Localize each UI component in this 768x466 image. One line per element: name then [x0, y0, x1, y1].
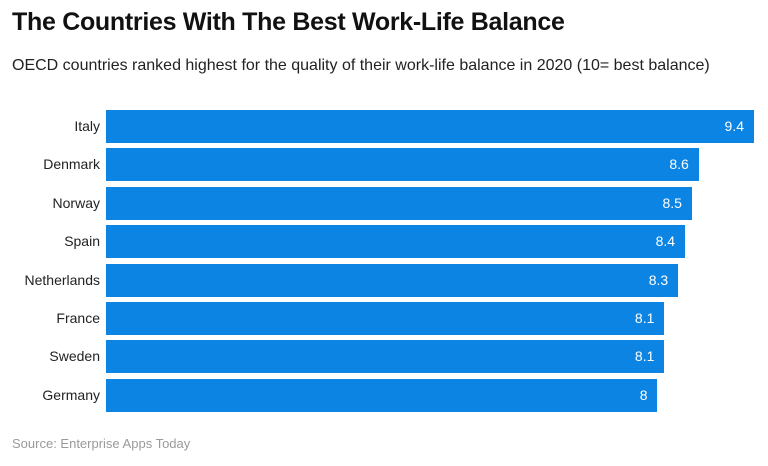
- bar-row: Italy 9.4: [0, 110, 768, 143]
- value-label: 9.4: [724, 118, 744, 134]
- bar-row: Sweden 8.1: [0, 340, 768, 374]
- bar: 8.5: [106, 186, 692, 220]
- category-label: Italy: [74, 118, 100, 134]
- bar-row: Netherlands 8.3: [0, 263, 768, 297]
- value-label: 8.6: [669, 156, 689, 173]
- value-label: 8.4: [655, 233, 676, 250]
- category-label: Netherlands: [24, 271, 101, 288]
- category-label: Spain: [64, 233, 100, 250]
- category-label: Denmark: [43, 156, 100, 173]
- chart-title: The Countries With The Best Work-Life Ba…: [12, 8, 565, 36]
- value-label: 8.3: [648, 271, 669, 288]
- bar: 8.4: [106, 225, 686, 259]
- bar: 8.3: [106, 263, 679, 297]
- category-label: France: [56, 310, 100, 326]
- bar-row: Spain 8.4: [0, 225, 768, 259]
- value-label: 8: [639, 386, 648, 403]
- bar-row: France 8.1: [0, 302, 768, 335]
- bar-row: Germany 8: [0, 378, 768, 412]
- value-label: 8.1: [634, 348, 655, 365]
- bar-row: Denmark 8.6: [0, 148, 768, 182]
- category-label: Germany: [42, 386, 100, 403]
- bar: 8: [106, 378, 658, 412]
- bar: 8.1: [106, 340, 665, 374]
- chart-subtitle: OECD countries ranked highest for the qu…: [12, 57, 710, 74]
- bar-chart-plot: Italy 9.4 Denmark 8.6 Norway 8.5 Spain 8.4 Nethe…: [0, 110, 768, 415]
- value-label: 8.1: [634, 310, 655, 326]
- category-label: Norway: [52, 194, 100, 211]
- source-note: Source: Enterprise Apps Today: [12, 436, 191, 451]
- category-label: Sweden: [49, 348, 100, 365]
- bar: 9.4: [106, 110, 754, 143]
- bar-row: Norway 8.5: [0, 186, 768, 220]
- bar: 8.1: [106, 302, 665, 335]
- bar: 8.6: [106, 148, 699, 182]
- value-label: 8.5: [662, 194, 682, 211]
